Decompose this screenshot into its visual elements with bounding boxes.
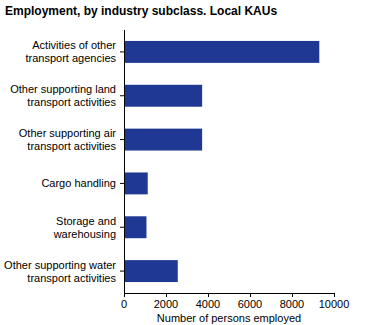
category-label: Other supporting airtransport activities bbox=[19, 127, 117, 152]
category-label-line: warehousing bbox=[53, 228, 116, 240]
category-label-line: Cargo handling bbox=[41, 177, 116, 189]
bar bbox=[124, 41, 319, 63]
category-label-line: Other supporting land bbox=[10, 83, 116, 95]
x-tick-label: 6000 bbox=[238, 298, 262, 310]
x-axis bbox=[124, 293, 334, 294]
x-tick-label: 8000 bbox=[280, 298, 304, 310]
category-tick bbox=[120, 139, 124, 140]
x-axis-label: Number of persons employed bbox=[157, 312, 301, 324]
x-tick-label: 2000 bbox=[154, 298, 178, 310]
category-label-line: transport activities bbox=[27, 140, 116, 152]
category-tick bbox=[120, 51, 124, 52]
bar bbox=[124, 216, 146, 238]
x-tick bbox=[250, 293, 251, 297]
bars bbox=[124, 41, 319, 282]
category-label-line: transport agencies bbox=[26, 52, 117, 64]
bar bbox=[124, 172, 148, 194]
category-tick bbox=[120, 95, 124, 96]
category-label-line: Storage and bbox=[56, 215, 116, 227]
x-tick bbox=[334, 293, 335, 297]
x-tick bbox=[166, 293, 167, 297]
x-tick-label: 4000 bbox=[196, 298, 220, 310]
background bbox=[0, 0, 367, 325]
chart: Employment, by industry subclass. Local … bbox=[0, 0, 367, 325]
bar bbox=[124, 129, 202, 151]
y-axis bbox=[124, 30, 125, 293]
category-label: Cargo handling bbox=[41, 177, 116, 189]
category-label: Other supporting landtransport activitie… bbox=[10, 83, 116, 108]
x-tick bbox=[124, 293, 125, 297]
category-label-line: Other supporting water bbox=[4, 259, 116, 271]
x-tick-label: 10000 bbox=[319, 298, 350, 310]
category-label-line: transport activities bbox=[27, 96, 116, 108]
category-label: Storage andwarehousing bbox=[53, 215, 116, 240]
category-label: Activities of othertransport agencies bbox=[26, 39, 117, 64]
x-tick-label: 0 bbox=[121, 298, 127, 310]
category-tick bbox=[120, 183, 124, 184]
x-tick bbox=[292, 293, 293, 297]
category-label-line: Other supporting air bbox=[19, 127, 117, 139]
x-tick bbox=[208, 293, 209, 297]
category-label-line: transport activities bbox=[27, 272, 116, 284]
category-tick bbox=[120, 227, 124, 228]
category-label-line: Activities of other bbox=[32, 39, 116, 51]
category-label: Other supporting watertransport activiti… bbox=[4, 259, 116, 284]
bar bbox=[124, 260, 178, 282]
category-tick bbox=[120, 271, 124, 272]
title: Employment, by industry subclass. Local … bbox=[5, 4, 277, 18]
bar bbox=[124, 85, 202, 107]
